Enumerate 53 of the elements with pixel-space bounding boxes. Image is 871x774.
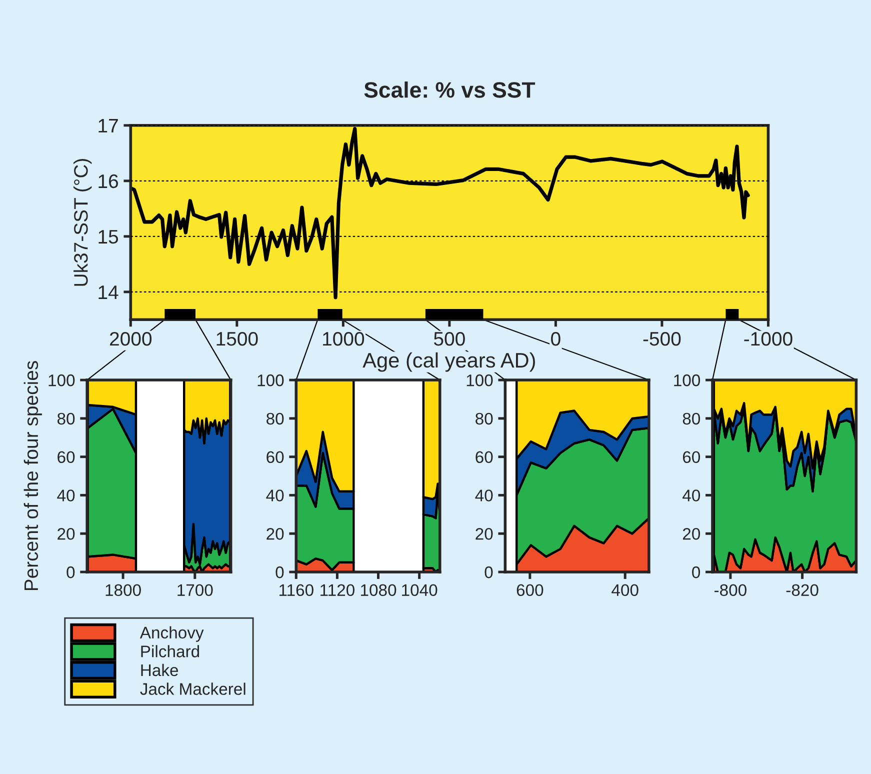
y-tick-label: 100 [674, 374, 700, 386]
y-tick-label: 0 [276, 566, 284, 578]
x-tick-label: 1080 [360, 584, 396, 596]
y-tick-label: 0 [66, 566, 75, 578]
y-tick-label: 20 [58, 528, 75, 540]
chart-title: Scale: % vs SST [364, 82, 536, 98]
x-tick-label: 1040 [402, 584, 438, 596]
y-tick-label: 14 [98, 286, 118, 299]
legend-label: Jack Mackerel [140, 682, 246, 695]
y-tick-label: 100 [258, 374, 284, 386]
y-tick-label: 40 [682, 490, 700, 502]
y-tick-label: 20 [476, 528, 493, 540]
y-tick-label: 80 [266, 412, 284, 425]
y-tick-label: 80 [57, 412, 75, 425]
x-tick-label: 1800 [106, 584, 141, 596]
y-tick-label: 40 [57, 490, 75, 502]
x-tick-label: 1500 [216, 332, 258, 346]
legend-label: Anchovy [140, 626, 204, 642]
y-tick-label: 17 [98, 119, 118, 132]
x-tick-label: 1160 [279, 584, 314, 596]
y-tick-label: 100 [466, 374, 493, 386]
x-tick-label: 2000 [110, 332, 152, 346]
x-tick-label: -500 [643, 332, 681, 346]
y-tick-label: 40 [266, 490, 284, 502]
x-tick-label: 1000 [323, 332, 364, 346]
y-tick-label: 20 [682, 528, 700, 540]
y-tick-label: 100 [48, 374, 75, 386]
x-tick-label: 600 [516, 584, 544, 596]
y-tick-label: 0 [692, 566, 700, 578]
legend-label: Hake [141, 664, 178, 676]
x-tick-label: 1120 [320, 584, 354, 596]
x-tick-label: 400 [612, 584, 638, 596]
x-tick-label: -800 [714, 584, 746, 596]
x-tick-label: -1000 [744, 332, 792, 346]
y-tick-label: 80 [476, 412, 493, 425]
y-tick-label: 15 [98, 230, 118, 244]
y-axis-title: Uk37-SST (°C) [74, 158, 92, 286]
x-axis-title: Age (cal years AD) [362, 352, 535, 372]
y-tick-label: 60 [476, 451, 493, 464]
y-tick-label: 20 [266, 528, 284, 540]
x-tick-label: 500 [434, 332, 465, 346]
y-tick-label: 60 [682, 451, 700, 464]
legend-label: Pilchard [141, 645, 200, 658]
x-tick-label: -820 [786, 584, 818, 596]
x-tick-label: 0 [551, 332, 560, 346]
y-tick-label: 16 [98, 174, 118, 188]
y-tick-label: 80 [682, 412, 700, 425]
y-tick-label: 60 [58, 451, 75, 464]
y-tick-label: 40 [475, 490, 493, 502]
y-tick-label: 0 [484, 566, 493, 578]
y-axis-title: Percent of the four species [24, 361, 42, 590]
y-tick-label: 60 [266, 451, 284, 464]
x-tick-label: 1700 [178, 584, 213, 596]
